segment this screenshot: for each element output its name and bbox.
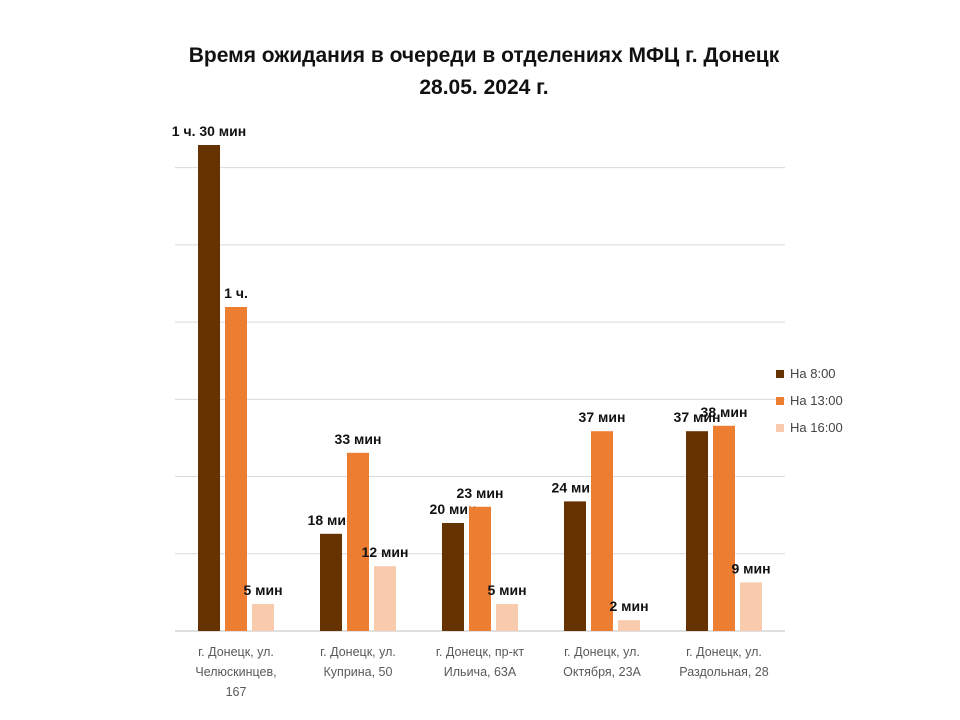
legend-item: На 13:00 [776, 387, 843, 414]
chart-title: Время ожидания в очереди в отделениях МФ… [0, 40, 960, 104]
legend-label: На 13:00 [790, 393, 843, 408]
legend-swatch [776, 369, 784, 378]
bar [442, 523, 464, 631]
bar [374, 566, 396, 631]
x-tick-label-line: Октября, 23А [563, 665, 641, 679]
legend-label: На 8:00 [790, 366, 836, 381]
data-label: 5 мин [243, 582, 282, 598]
data-label: 18 мин [308, 512, 355, 528]
bar [686, 431, 708, 631]
x-tick-label-line: Ильича, 63А [444, 665, 517, 679]
x-tick-label-line: г. Донецк, ул. [198, 645, 274, 659]
data-label: 23 мин [457, 485, 504, 501]
legend-swatch [776, 396, 784, 405]
data-label: 37 мин [579, 409, 626, 425]
x-tick-label: г. Донецк, ул. Челюскинцев, 167 [195, 645, 276, 699]
bar [469, 506, 491, 631]
data-label: 33 мин [335, 431, 382, 447]
x-tick-label-line: Куприна, 50 [324, 665, 393, 679]
legend-swatch [776, 423, 784, 432]
x-tick-label-line: г. Донецк, ул. [320, 645, 396, 659]
x-tick-label-line: Раздольная, 28 [679, 665, 768, 679]
bar [496, 604, 518, 631]
data-label: 9 мин [731, 560, 770, 576]
x-tick-label-line: г. Донецк, ул. [564, 645, 640, 659]
bar [591, 431, 613, 631]
chart-title-line-2: 28.05. 2024 г. [419, 76, 549, 99]
x-tick-label: г. Донецк, пр-кт Ильича, 63А [436, 645, 524, 679]
x-tick-label-line: 167 [226, 685, 247, 699]
x-tick-label: г. Донецк, ул. Куприна, 50 [320, 645, 396, 679]
legend-item: На 16:00 [776, 414, 843, 441]
bar [740, 582, 762, 631]
bar [320, 533, 342, 631]
data-label: 38 мин [701, 404, 748, 420]
x-tick-label-line: Челюскинцев, [195, 665, 276, 679]
chart-title-line-1: Время ожидания в очереди в отделениях МФ… [188, 44, 780, 67]
bar [198, 145, 220, 631]
data-label: 2 мин [609, 598, 648, 614]
data-label: 20 мин [430, 501, 477, 517]
legend-item: На 8:00 [776, 360, 843, 387]
bar [618, 620, 640, 631]
bar [252, 604, 274, 631]
data-label: 12 мин [362, 544, 409, 560]
x-tick-label-line: г. Донецк, ул. [686, 645, 762, 659]
bar [713, 425, 735, 631]
data-label: 37 мин [674, 409, 721, 425]
bar [347, 452, 369, 631]
chart-legend: На 8:00 На 13:00 На 16:00 [776, 360, 843, 441]
x-tick-label-line: г. Донецк, пр-кт [436, 645, 524, 659]
legend-label: На 16:00 [790, 420, 843, 435]
bar [564, 501, 586, 631]
data-label: 5 мин [487, 582, 526, 598]
data-label: 24 мин [552, 479, 599, 495]
bar [225, 307, 247, 631]
x-tick-label: г. Донецк, ул. Октября, 23А [563, 645, 641, 679]
data-label: 1 ч. [224, 285, 248, 301]
data-label: 1 ч. 30 мин [172, 123, 246, 139]
x-tick-label: г. Донецк, ул. Раздольная, 28 [679, 645, 768, 679]
